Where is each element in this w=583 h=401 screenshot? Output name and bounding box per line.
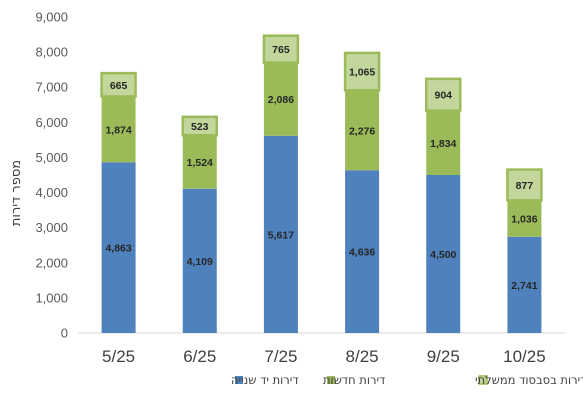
bar-segment [507, 236, 542, 333]
bar-segment [263, 62, 298, 136]
bar-segment [426, 110, 461, 175]
bar-segment [263, 135, 298, 333]
y-tick-label: 4,000 [35, 185, 68, 200]
data-label: 665 [110, 80, 128, 92]
bar-segment [181, 115, 218, 137]
data-label: 904 [434, 90, 452, 102]
data-label: 2,276 [349, 125, 375, 137]
legend-swatch [327, 376, 335, 384]
bar-segment [506, 168, 543, 202]
y-axis-label: מספר דירות [9, 160, 24, 226]
data-label: 4,109 [187, 256, 213, 268]
y-tick-label: 3,000 [35, 220, 68, 235]
legend-label: דירות בסבסוד ממשלתי [475, 373, 583, 387]
bar-segment [100, 71, 137, 98]
data-label: 1,524 [187, 157, 213, 169]
x-tick-label: 5/25 [102, 347, 135, 366]
data-label: 2,741 [511, 280, 537, 292]
legend-swatch [235, 376, 243, 384]
data-label: 1,036 [511, 214, 537, 226]
bar-segment [345, 90, 380, 171]
data-label: 4,636 [349, 247, 375, 259]
bar-segment [262, 34, 300, 64]
data-label: 523 [191, 121, 209, 133]
data-label: 2,086 [268, 94, 294, 106]
y-tick-label: 6,000 [35, 115, 68, 130]
y-tick-label: 0 [61, 326, 68, 341]
y-tick-label: 5,000 [35, 150, 68, 165]
bar-segment [101, 162, 136, 333]
legend-label: דירות חדשות [323, 373, 385, 387]
y-tick-label: 1,000 [35, 290, 68, 305]
bar-segment [343, 51, 381, 92]
data-label: 1,834 [430, 138, 456, 150]
bar-segment [507, 200, 542, 237]
bar-segment [182, 188, 217, 333]
legend-label: דירות יד שנייה [231, 373, 299, 387]
bar-segment [182, 135, 217, 189]
bars: 4,863 1,874 665 4,109 1,524 523 5,617 2,086 765 4… [100, 34, 543, 333]
bar-segment [345, 170, 380, 333]
data-label: 4,500 [430, 249, 456, 261]
y-axis-ticks: 0 1,000 2,000 3,000 4,000 5,000 6,000 7,000 8,00… [35, 10, 68, 341]
y-tick-label: 8,000 [35, 45, 68, 60]
data-label: 4,863 [105, 243, 131, 255]
y-tick-label: 9,000 [35, 10, 68, 25]
x-tick-label: 6/25 [183, 347, 216, 366]
x-tick-label: 7/25 [264, 347, 297, 366]
data-label: 1,065 [349, 67, 375, 79]
legend-swatch [478, 375, 488, 385]
data-label: 1,874 [105, 124, 131, 136]
bar-segment [426, 175, 461, 333]
x-tick-label: 9/25 [427, 347, 460, 366]
x-axis-ticks: 5/25 6/25 7/25 8/25 9/25 10/25 [102, 347, 546, 366]
y-tick-label: 7,000 [35, 80, 68, 95]
bar-segment [101, 96, 136, 163]
x-tick-label: 10/25 [503, 347, 546, 366]
x-tick-label: 8/25 [346, 347, 379, 366]
data-label: 765 [272, 44, 290, 56]
data-label: 877 [516, 180, 534, 192]
y-tick-label: 2,000 [35, 255, 68, 270]
bar-segment [425, 77, 462, 112]
legend: דירות יד שנייה דירות חדשות דירות בסבסוד ממ… [231, 373, 583, 387]
data-label: 5,617 [268, 229, 294, 241]
